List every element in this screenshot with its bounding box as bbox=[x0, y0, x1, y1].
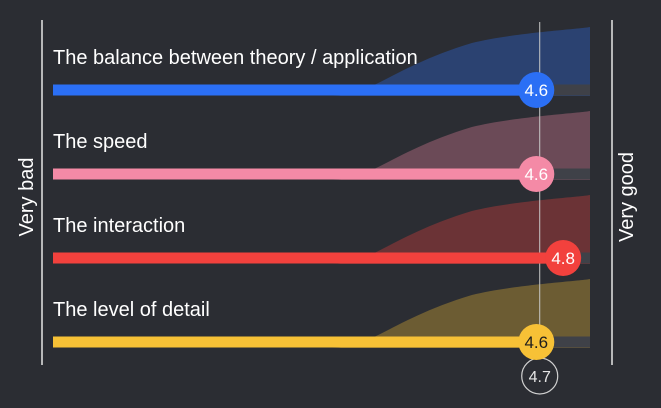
value-bar bbox=[53, 84, 537, 96]
labels-layer: The balance between theory / application… bbox=[53, 47, 582, 360]
category-label: The interaction bbox=[53, 215, 185, 237]
category-label: The balance between theory / application bbox=[53, 47, 418, 69]
distribution-areas bbox=[332, 27, 590, 348]
average-label: 4.7 bbox=[529, 369, 551, 386]
category-label: The level of detail bbox=[53, 299, 210, 321]
value-label: 4.6 bbox=[524, 333, 548, 352]
category-label: The speed bbox=[53, 131, 148, 153]
scale-min-label: Very bad bbox=[16, 158, 38, 237]
value-label: 4.8 bbox=[551, 249, 575, 268]
bars-layer bbox=[53, 84, 590, 348]
value-badge bbox=[518, 72, 555, 108]
value-badge bbox=[518, 324, 555, 360]
value-badge bbox=[518, 156, 555, 192]
distribution-area bbox=[332, 195, 590, 264]
value-bar bbox=[53, 252, 564, 264]
value-label: 4.6 bbox=[524, 165, 548, 184]
value-bar bbox=[53, 336, 537, 348]
value-label: 4.6 bbox=[524, 81, 548, 100]
value-badge bbox=[545, 240, 582, 276]
value-bar bbox=[53, 168, 537, 180]
scale-max-label: Very good bbox=[616, 152, 638, 242]
